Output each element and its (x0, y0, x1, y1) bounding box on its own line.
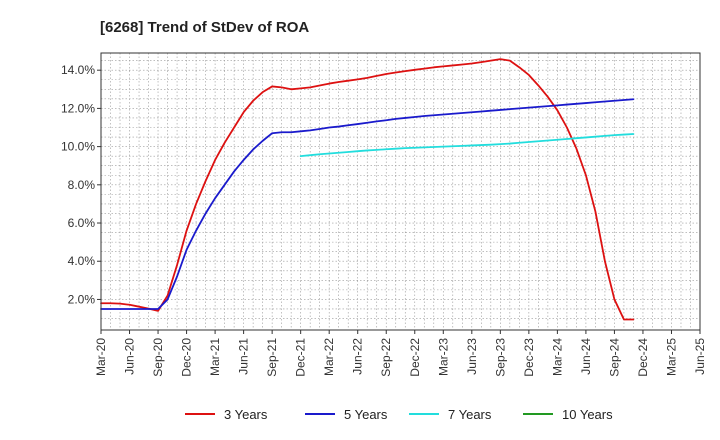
x-tick-label: Mar-20 (94, 338, 108, 376)
x-tick-label: Mar-25 (664, 338, 678, 376)
y-tick-label: 8.0% (68, 178, 96, 192)
plot-border (100, 52, 701, 331)
series-line-5-years (100, 98, 635, 310)
x-tick-label: Sep-24 (607, 338, 621, 377)
y-tick-label: 10.0% (61, 140, 95, 154)
legend-label-10-years: 10 Years (562, 407, 613, 422)
x-tick-label: Mar-21 (208, 338, 222, 376)
legend-label-5-years: 5 Years (344, 407, 388, 422)
x-tick-label: Jun-21 (237, 338, 251, 375)
series-line-7-years (299, 133, 635, 158)
y-axis: 2.0% 4.0% 6.0% 8.0% 10.0% 12.0% 14.0% (61, 63, 101, 306)
x-tick-label: Jun-20 (123, 338, 137, 375)
x-axis: Mar-20 Jun-20 Sep-20 Dec-20 Mar-21 Jun-21 Sep-… (94, 330, 707, 377)
x-tick-label: Sep-21 (265, 338, 279, 377)
x-tick-label: Jun-23 (465, 338, 479, 375)
x-tick-label: Sep-22 (379, 338, 393, 377)
y-tick-label: 12.0% (61, 101, 95, 115)
x-tick-label: Jun-22 (351, 338, 365, 375)
chart-title: [6268] Trend of StDev of ROA (100, 19, 309, 36)
legend-label-7-years: 7 Years (448, 407, 492, 422)
x-tick-label: Mar-22 (322, 338, 336, 376)
y-tick-label: 2.0% (68, 292, 96, 306)
x-tick-label: Dec-22 (408, 338, 422, 377)
series-layer (100, 58, 635, 321)
series-line-3-years (100, 58, 635, 321)
x-tick-label: Dec-21 (294, 338, 308, 377)
grid-lines (100, 53, 701, 330)
y-tick-label: 6.0% (68, 216, 96, 230)
plot-background (101, 53, 700, 330)
x-tick-label: Jun-25 (693, 338, 707, 375)
legend: 3 Years 5 Years 7 Years 10 Years (185, 407, 613, 422)
y-tick-label: 14.0% (61, 63, 95, 77)
x-tick-label: Dec-23 (522, 338, 536, 377)
x-tick-label: Mar-24 (550, 338, 564, 376)
x-tick-label: Dec-20 (180, 338, 194, 377)
legend-label-3-years: 3 Years (224, 407, 268, 422)
x-tick-label: Sep-23 (493, 338, 507, 377)
x-tick-label: Dec-24 (636, 338, 650, 377)
x-tick-label: Sep-20 (151, 338, 165, 377)
y-tick-label: 4.0% (68, 254, 96, 268)
x-tick-label: Mar-23 (436, 338, 450, 376)
x-tick-label: Jun-24 (579, 338, 593, 375)
